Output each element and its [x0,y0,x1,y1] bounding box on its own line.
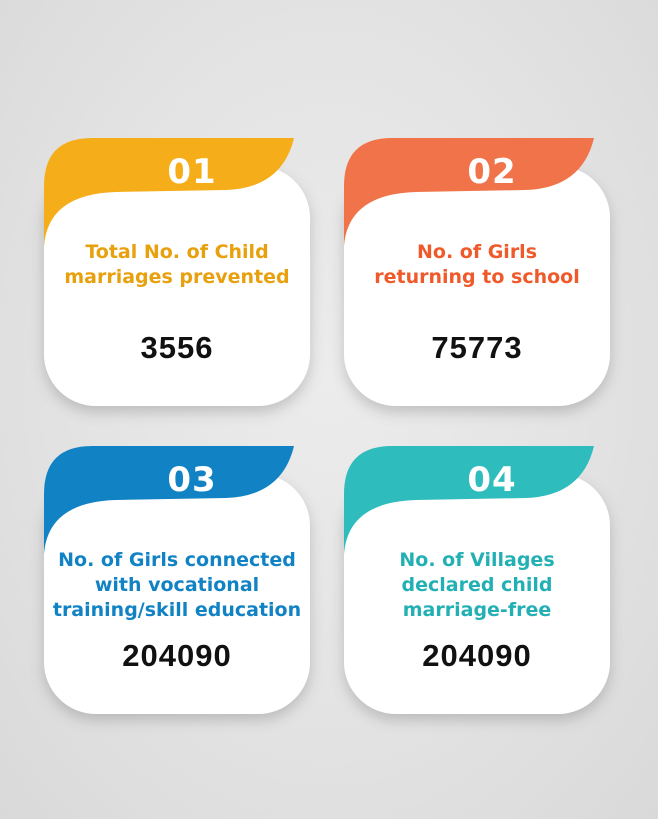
card-value: 3556 [140,330,214,365]
card-tab [44,446,294,554]
card-label-line: declared child [401,574,553,596]
card-tab [344,446,594,554]
card-label: Total No. of Child marriages prevented [44,240,310,290]
card-tab [44,138,294,246]
stat-card-1: 01 Total No. of Child marriages prevente… [44,138,310,406]
card-number: 03 [167,460,217,500]
card-number: 01 [167,152,217,192]
card-background [44,446,310,714]
stat-card-3: 03 No. of Girls connected with vocationa… [44,446,310,714]
card-label-line: training/skill education [52,599,302,621]
card-value: 204090 [122,638,232,673]
card-label: No. of Girls returning to school [344,240,610,290]
card-background [344,446,610,714]
card-label-line: No. of Villages [399,549,555,571]
card-label-line: marriage-free [402,599,552,621]
card-label-line: No. of Girls [416,241,538,263]
card-label-line: No. of Girls connected [58,549,296,571]
card-label-line: with vocational [94,574,260,596]
card-value: 204090 [422,638,532,673]
card-value: 75773 [431,330,523,365]
card-number: 02 [467,152,517,192]
stat-card-4: 04 No. of Villages declared child marria… [344,446,610,714]
card-label-line: returning to school [374,266,580,288]
stat-card-2: 02 No. of Girls returning to school 7577… [344,138,610,406]
card-background [344,138,610,406]
card-label-line: marriages prevented [64,266,290,288]
card-background [44,138,310,406]
card-tab [344,138,594,246]
card-number: 04 [467,460,517,500]
card-label: No. of Girls connected with vocational t… [44,548,310,623]
card-label-line: Total No. of Child [85,241,269,263]
card-label: No. of Villages declared child marriage-… [344,548,610,623]
